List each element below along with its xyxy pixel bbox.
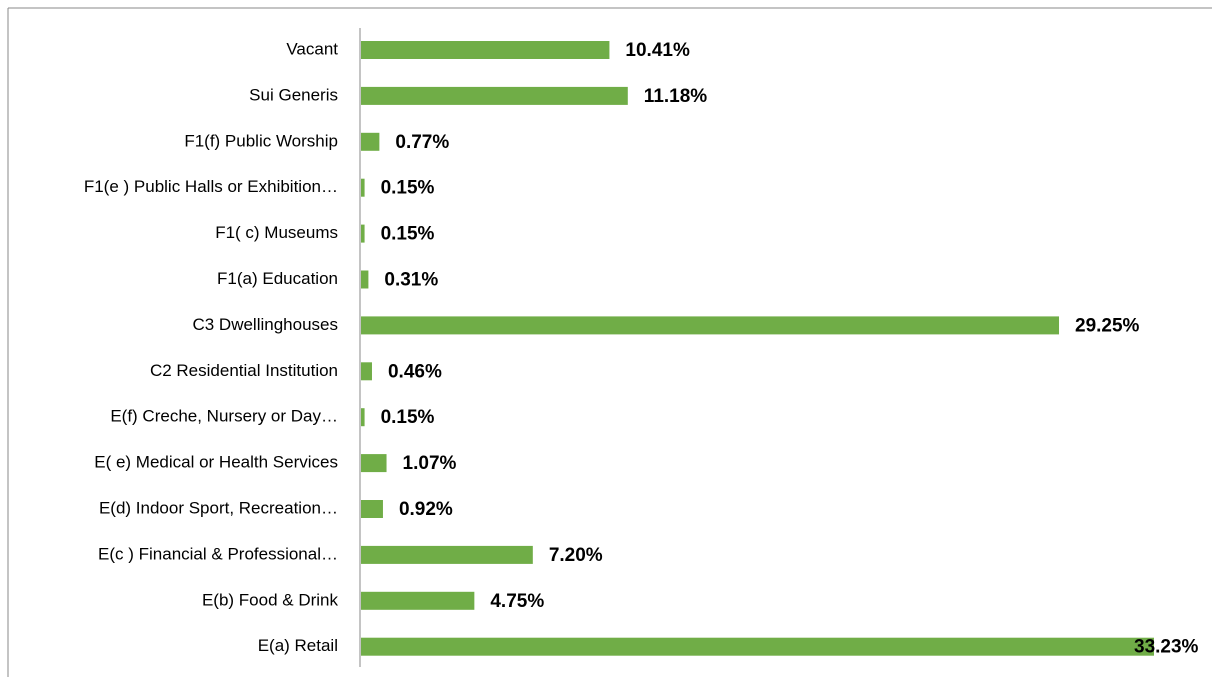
value-label: 0.15%: [381, 407, 435, 428]
category-label: E(b) Food & Drink: [202, 590, 339, 609]
bar: [361, 316, 1060, 335]
bar: [361, 132, 380, 151]
category-label: F1(f) Public Worship: [184, 131, 338, 150]
value-label: 11.18%: [644, 86, 707, 107]
value-label: 33.23%: [1134, 637, 1199, 658]
bar: [361, 500, 383, 518]
bar: [361, 86, 628, 105]
value-label: 4.75%: [490, 591, 544, 612]
category-label: Sui Generis: [249, 85, 338, 104]
bar: [361, 270, 369, 289]
category-label: F1( c) Museums: [215, 223, 338, 242]
value-label: 0.31%: [384, 270, 438, 291]
category-label: Vacant: [286, 39, 338, 58]
value-label: 0.77%: [395, 132, 449, 153]
bar: [361, 454, 387, 473]
category-label: E(f) Creche, Nursery or Day…: [110, 407, 338, 426]
category-label: E(a) Retail: [258, 636, 338, 655]
category-label: C3 Dwellinghouses: [192, 315, 338, 334]
bar: [361, 41, 610, 59]
bar: [361, 637, 1154, 656]
value-label: 0.15%: [381, 178, 435, 199]
category-label: E(c ) Financial & Professional…: [98, 544, 338, 563]
value-label: 7.20%: [549, 545, 603, 566]
category-label: C2 Residential Institution: [150, 361, 338, 380]
bar: [361, 545, 533, 564]
bar: [361, 408, 365, 427]
bar: [361, 591, 475, 610]
value-label: 29.25%: [1075, 315, 1140, 336]
value-label: 1.07%: [403, 453, 457, 474]
category-label: E(d) Indoor Sport, Recreation…: [99, 498, 338, 517]
value-label: 0.92%: [399, 499, 453, 520]
bar: [361, 178, 365, 197]
bar: [361, 224, 365, 243]
bar: [361, 362, 372, 381]
value-label: 0.15%: [381, 224, 435, 245]
category-label: F1(a) Education: [217, 269, 338, 288]
category-label: E( e) Medical or Health Services: [94, 453, 338, 472]
value-label: 0.46%: [388, 361, 442, 382]
category-label: F1(e ) Public Halls or Exhibition…: [84, 177, 338, 196]
value-label: 10.41%: [625, 40, 690, 61]
